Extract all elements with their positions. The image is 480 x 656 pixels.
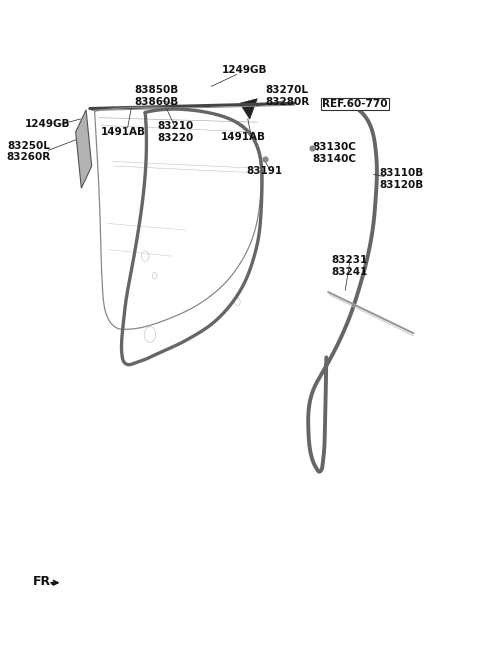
Text: REF.60-770: REF.60-770 [322,99,387,109]
Text: 83850B
83860B: 83850B 83860B [134,85,178,107]
Text: FR.: FR. [33,575,56,588]
Text: 1249GB: 1249GB [222,65,267,75]
Text: 1491AB: 1491AB [221,132,265,142]
Text: 83130C
83140C: 83130C 83140C [312,142,356,164]
Text: 83231
83241: 83231 83241 [332,255,368,277]
Text: 1491AB: 1491AB [100,127,145,137]
Text: 83250L
83260R: 83250L 83260R [6,141,50,163]
Polygon shape [240,98,257,119]
Text: 1249GB: 1249GB [24,119,70,129]
Text: 83110B
83120B: 83110B 83120B [380,169,424,190]
Polygon shape [76,110,92,188]
Text: 83210
83220: 83210 83220 [158,121,194,143]
Text: 83270L
83280R: 83270L 83280R [265,85,309,107]
Text: 83191: 83191 [247,166,283,176]
